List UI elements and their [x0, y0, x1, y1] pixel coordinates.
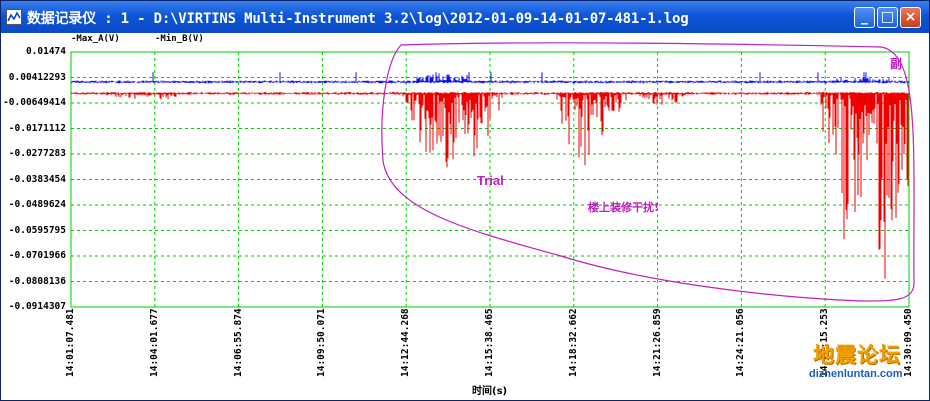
- corner-mark: 副: [890, 57, 903, 71]
- x-tick-label: 14:09:50.071: [316, 308, 328, 377]
- close-button[interactable]: ×: [900, 7, 921, 28]
- x-tick-label: 14:21:26.859: [651, 308, 663, 377]
- maximize-button[interactable]: □: [877, 7, 898, 28]
- chart-icon: [6, 9, 22, 25]
- x-tick-label: 14:04:01.677: [148, 308, 160, 377]
- series-min-b-line: [71, 92, 909, 279]
- x-tick-label: 14:18:32.662: [567, 308, 579, 377]
- y-tick-label: -0.0171112: [8, 122, 66, 134]
- y-tick-label: -0.00649414: [3, 97, 66, 108]
- trial-label: Trial: [477, 173, 504, 188]
- minimize-button[interactable]: _: [854, 7, 875, 28]
- y-tick-label: -0.0914307: [8, 301, 66, 312]
- legend-series-a: -Max_A(V): [71, 34, 120, 44]
- annotation-loop: [381, 42, 915, 302]
- x-tick-label: 14:30:09.450: [903, 308, 914, 377]
- y-tick-label: 0.00412293: [8, 71, 66, 83]
- legend-series-b: -Min_B(V): [155, 34, 204, 44]
- watermark-logo: 地震论坛: [813, 342, 901, 367]
- series-max-a-line: [71, 72, 909, 84]
- window-title: 数据记录仪 : 1 - D:\VIRTINS Multi-Instrument …: [27, 11, 689, 27]
- title-bar[interactable]: 数据记录仪 : 1 - D:\VIRTINS Multi-Instrument …: [1, 1, 929, 33]
- x-tick-label: 14:12:44.268: [400, 308, 412, 377]
- y-tick-label: -0.0595795: [8, 224, 66, 236]
- watermark-url: dizhenluntan.com: [809, 368, 903, 380]
- x-axis-title: 时间(s): [472, 386, 508, 397]
- x-tick-label: 14:06:55.874: [232, 308, 244, 377]
- x-tick-label: 14:15:38.465: [484, 308, 495, 377]
- y-tick-label: 0.01474: [25, 46, 66, 57]
- x-tick-label: 14:01:07.481: [65, 308, 76, 377]
- y-tick-label: -0.0701966: [8, 250, 66, 261]
- y-tick-label: -0.0808136: [8, 275, 66, 287]
- y-tick-label: -0.0383454: [8, 173, 66, 185]
- x-tick-label: 14:24:21.056: [735, 308, 747, 377]
- interference-note: 楼上装修干扰!: [588, 201, 660, 214]
- y-tick-label: -0.0277283: [8, 148, 66, 159]
- y-tick-label: -0.0489624: [8, 199, 66, 210]
